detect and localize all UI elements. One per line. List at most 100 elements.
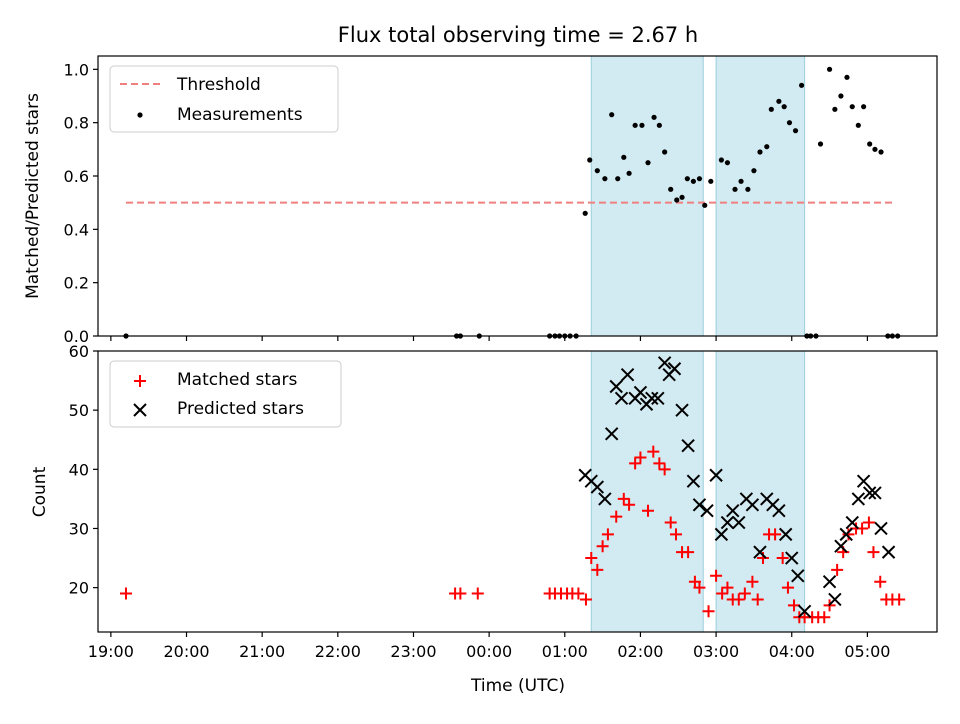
matched-star-point [591, 563, 604, 576]
measurement-point [817, 141, 824, 147]
measurement-point [878, 149, 884, 155]
bottom-legend-box [109, 360, 342, 428]
predicted-star-point [633, 385, 648, 400]
measurement-point [602, 176, 608, 182]
matched-star-point [831, 563, 844, 576]
predicted-star-point [745, 498, 760, 512]
measurement-point [702, 202, 708, 208]
bottom-y-ticks: 20 30 40 50 60 [69, 342, 98, 598]
legend-threshold-label: Threshold [176, 75, 261, 95]
predicted-star-point [692, 498, 707, 512]
predicted-star-point [590, 480, 605, 494]
matched-star-point [867, 546, 880, 559]
matched-star-point [781, 581, 794, 594]
predicted-star-point [791, 569, 805, 583]
measurement-point [861, 104, 867, 110]
bottom-y-axis-label: Count [30, 466, 50, 517]
top-y-ticks: 0.0 0.2 0.4 0.6 0.8 1.0 [64, 60, 98, 346]
predicted-star-point [797, 604, 812, 619]
matched-star-point [862, 516, 875, 529]
predicted-star-point [862, 486, 877, 500]
measurement-point [732, 186, 738, 192]
predicted-star-point [651, 391, 665, 406]
measurement-point [751, 168, 757, 174]
predicted-star-point [856, 474, 871, 488]
matched-star-point [669, 528, 682, 541]
top-x-ticks [110, 336, 868, 341]
predicted-star-point [700, 504, 714, 518]
matched-star-point [682, 546, 695, 559]
measurement-point [626, 170, 632, 176]
matched-star-point [693, 581, 706, 594]
matched-star-point [776, 552, 789, 565]
bottom-y-tick-label: 20 [69, 579, 89, 598]
matched-star-point [716, 587, 729, 600]
measurement-point [786, 120, 793, 126]
bottom-y-tick-label: 30 [69, 519, 89, 538]
matched-star-point [721, 581, 734, 594]
predicted-star-point [772, 504, 786, 518]
matched-star-point [702, 605, 715, 618]
top-legend-box [109, 65, 339, 133]
legend-predicted-label: Predicted stars [177, 399, 304, 419]
matched-star-point [617, 492, 630, 505]
predicted-star-point [732, 515, 746, 530]
predicted-star-point [874, 521, 888, 536]
predicted-star-point [753, 545, 767, 559]
top-shaded-regions [590, 55, 806, 337]
legend-matched-label: Matched stars [177, 370, 297, 390]
matched-star-point [610, 510, 623, 523]
matched-star-point [471, 587, 484, 600]
measurement-point [656, 122, 662, 128]
matched-star-point [664, 516, 677, 529]
measurement-point [587, 157, 593, 163]
measurement-point [768, 106, 774, 112]
top-y-tick-label: 0.2 [64, 274, 89, 293]
measurement-point [621, 154, 627, 160]
matched-star-point [769, 528, 782, 541]
matched-star-point [623, 498, 636, 511]
matched-star-point [454, 587, 467, 600]
measurement-point [594, 168, 600, 174]
x-tick-label: 22:00 [315, 642, 361, 661]
measurement-point [844, 74, 850, 80]
top-y-axis-label: Matched/Predicted stars [23, 93, 43, 299]
x-tick-label: 03:00 [693, 642, 739, 661]
predicted-star-point [681, 438, 695, 453]
x-tick-label: 20:00 [163, 642, 209, 661]
predicted-star-point [686, 474, 701, 488]
bottom-legend: Matched stars Predicted stars [109, 360, 342, 428]
measurement-point [679, 194, 685, 200]
predicted-star-point [598, 492, 612, 506]
measurement-point [849, 104, 855, 110]
bottom-y-tick-label: 40 [69, 460, 89, 479]
measurement-point [662, 149, 668, 155]
matched-star-point [572, 587, 585, 600]
measurement-point [781, 104, 787, 110]
matched-star-point [642, 504, 655, 517]
matched-star-point [634, 451, 647, 464]
x-tick-label: 00:00 [466, 642, 512, 661]
x-tick-label: 19:00 [88, 642, 134, 661]
predicted-star-point [667, 362, 682, 376]
top-y-tick-label: 0.0 [64, 327, 89, 346]
measurement-point [632, 122, 638, 128]
measurement-point [724, 160, 731, 166]
bottom-axes-frame [97, 350, 938, 633]
matched-star-point [842, 528, 855, 541]
top-shade-region-0 [590, 55, 704, 337]
x-tick-label: 01:00 [542, 642, 588, 661]
predicted-star-point [785, 551, 799, 565]
matched-star-point [874, 575, 887, 588]
x-tick-label: 05:00 [844, 642, 890, 661]
predicted-star-point [620, 367, 635, 382]
measurement-point [645, 160, 651, 166]
top-panel: 0.0 0.2 0.4 0.6 0.8 1.0 Matched/Predicted sta… [23, 55, 938, 346]
legend-measurements-label: Measurements [177, 105, 303, 125]
measurement-point [582, 210, 588, 216]
top-legend: Threshold Measurements [109, 65, 339, 133]
x-tick-label: 04:00 [769, 642, 815, 661]
measurement-point [651, 114, 657, 120]
measurement-point [838, 93, 844, 99]
legend-matched-swatch [134, 375, 146, 387]
